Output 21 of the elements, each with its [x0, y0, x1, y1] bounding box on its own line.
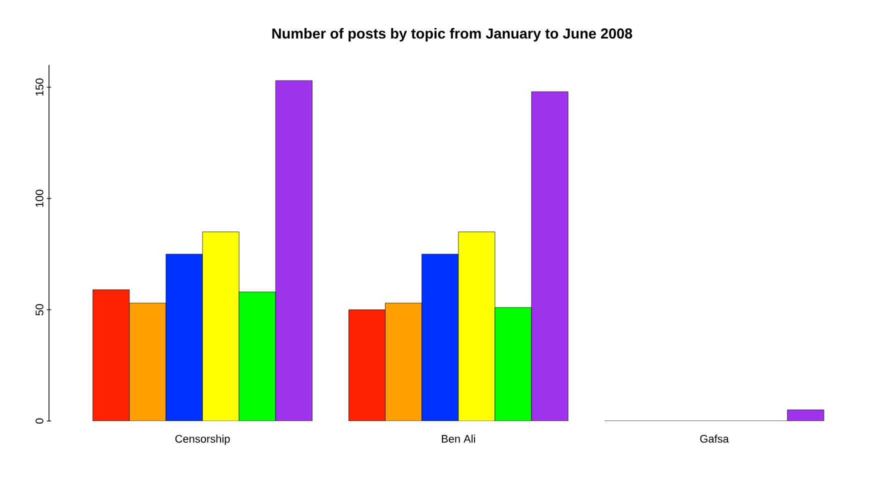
x-tick-label: Gafsa [700, 434, 729, 443]
bar [787, 410, 824, 421]
y-tick-label: 100 [36, 190, 44, 207]
bar [385, 302, 422, 421]
bar [238, 292, 276, 421]
chart-title: Number of posts by topic from January to June 2008 [272, 28, 632, 42]
y-tick-label: 50 [36, 304, 44, 316]
y-tick-label: 150 [36, 78, 44, 96]
x-tick-label: Censorship [175, 434, 230, 445]
bar [275, 80, 312, 421]
bar [494, 307, 532, 421]
x-tick-label: Ben Ali [442, 434, 476, 443]
bar [348, 310, 386, 421]
bar [458, 232, 496, 421]
bar [92, 290, 130, 421]
bar [422, 254, 459, 421]
bar [531, 91, 568, 421]
bar [202, 232, 240, 421]
bar [166, 254, 203, 421]
y-tick-label: 0 [36, 418, 44, 424]
bar [129, 302, 166, 421]
